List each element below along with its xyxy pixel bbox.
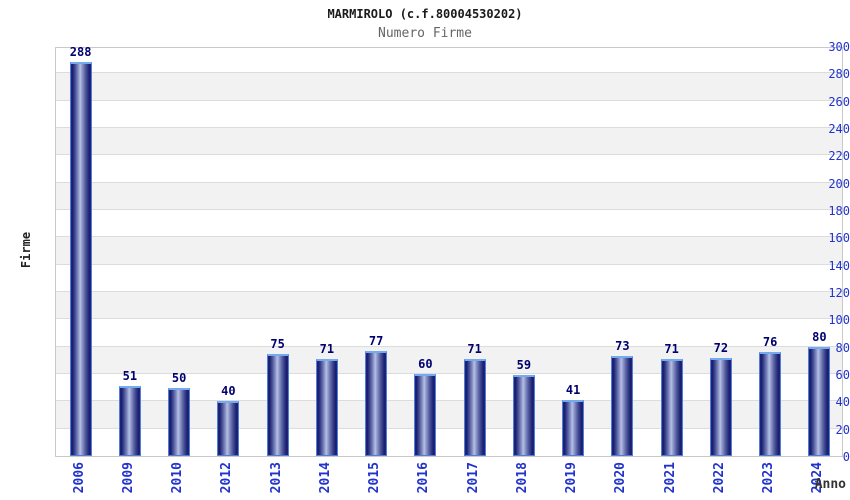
gridline xyxy=(56,154,842,156)
y-tick-label: 280 xyxy=(828,67,850,82)
gridline xyxy=(56,99,842,101)
gridline xyxy=(56,181,842,183)
bar-value-label: 60 xyxy=(418,357,433,371)
bar xyxy=(414,374,437,456)
x-tick-label: 2006 xyxy=(71,462,87,494)
y-tick-label: 160 xyxy=(828,231,850,246)
x-tick-label: 2017 xyxy=(465,462,481,494)
bar-value-label: 72 xyxy=(713,340,729,355)
bar xyxy=(660,358,683,456)
background-band xyxy=(56,128,842,156)
bar-value-label: 75 xyxy=(270,336,285,351)
gridline xyxy=(56,236,842,238)
x-tick-label: 2019 xyxy=(564,462,580,494)
bar xyxy=(759,352,782,456)
gridline xyxy=(56,427,842,429)
y-tick-label: 100 xyxy=(828,313,850,328)
x-tick-label: 2016 xyxy=(416,462,432,494)
bar xyxy=(217,401,240,456)
gridline xyxy=(56,209,842,210)
bar-value-label: 51 xyxy=(122,369,138,384)
bar xyxy=(808,346,831,456)
y-tick-label: 220 xyxy=(828,149,850,164)
bar xyxy=(463,358,486,456)
background-band xyxy=(56,237,842,265)
plot-area: 288 51 50 40 75 71 77 60 71 59 41 73 71 72 76 80 xyxy=(55,45,843,457)
x-tick-label: 2013 xyxy=(268,462,284,494)
bar-value-label: 59 xyxy=(516,358,532,373)
x-tick-label: 2023 xyxy=(761,462,777,494)
x-tick-label: 2021 xyxy=(662,462,678,494)
bar xyxy=(562,399,585,456)
gridline xyxy=(56,318,842,320)
background-band xyxy=(56,292,842,320)
y-tick-label: 120 xyxy=(828,286,850,300)
y-tick-label: 60 xyxy=(835,368,850,382)
background-band xyxy=(56,73,842,101)
bar-value-label: 40 xyxy=(221,384,236,399)
x-tick-label: 2009 xyxy=(120,462,136,494)
y-axis-label: Firme xyxy=(19,231,33,269)
gridline xyxy=(56,127,842,128)
bar xyxy=(611,356,634,456)
bar-value-label: 41 xyxy=(565,382,581,397)
bar-value-label: 73 xyxy=(615,339,630,354)
x-tick-label: 2018 xyxy=(514,462,530,494)
gridline xyxy=(56,291,842,292)
y-tick-label: 200 xyxy=(828,176,850,191)
bar xyxy=(266,353,289,456)
bar-value-label: 288 xyxy=(69,45,92,60)
bar-value-label: 50 xyxy=(171,370,187,385)
y-tick-label: 80 xyxy=(835,340,850,355)
x-tick-label: 2012 xyxy=(219,462,235,494)
bar-value-label: 77 xyxy=(368,333,384,348)
bar-value-label: 71 xyxy=(319,341,335,356)
bar xyxy=(118,386,141,456)
bar xyxy=(709,357,732,456)
y-tick-label: 300 xyxy=(828,40,850,54)
x-tick-label: 2020 xyxy=(613,462,629,494)
bar xyxy=(168,387,191,456)
bar xyxy=(69,62,92,456)
x-tick-label: 2014 xyxy=(317,462,333,494)
gridline xyxy=(56,373,842,374)
y-tick-label: 40 xyxy=(835,395,850,410)
bar-value-label: 80 xyxy=(812,329,827,344)
bar-value-label: 76 xyxy=(762,335,778,350)
y-tick-label: 260 xyxy=(828,94,850,109)
x-tick-label: 2010 xyxy=(170,462,186,494)
bar xyxy=(512,375,535,456)
gridline xyxy=(56,263,842,265)
x-tick-label: 2015 xyxy=(367,462,383,494)
y-tick-label: 180 xyxy=(828,204,850,218)
bar-value-label: 71 xyxy=(467,341,482,356)
chart-subtitle: Numero Firme xyxy=(378,26,472,41)
gridline xyxy=(56,400,842,402)
y-tick-label: 240 xyxy=(828,122,850,136)
y-tick-label: 140 xyxy=(828,258,850,273)
gridline xyxy=(56,345,842,347)
chart-title: MARMIROLO (c.f.80004530202) xyxy=(327,7,523,21)
y-tick-label: 0 xyxy=(842,450,850,464)
bar xyxy=(365,350,388,456)
background-band xyxy=(56,182,842,210)
gridline xyxy=(56,72,842,74)
y-tick-label: 20 xyxy=(835,422,850,437)
bar xyxy=(315,358,338,456)
bar-value-label: 71 xyxy=(664,341,679,356)
x-axis-label: Anno xyxy=(814,477,846,492)
x-tick-label: 2022 xyxy=(711,462,727,494)
